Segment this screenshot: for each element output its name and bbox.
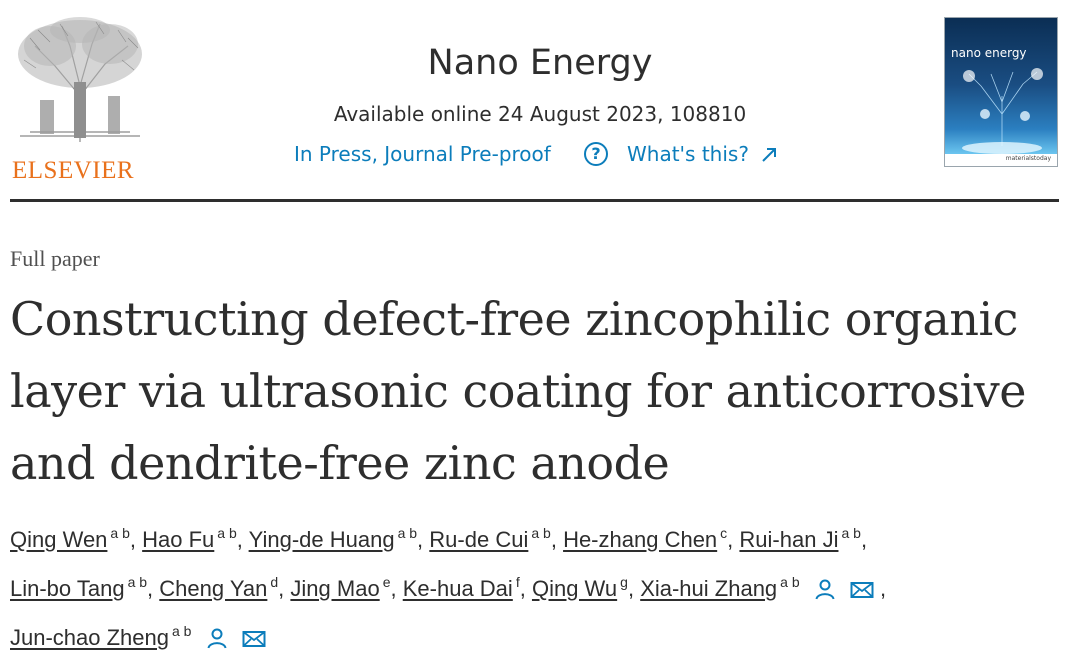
title-line: layer via ultrasonic coating for anticor… bbox=[10, 364, 1026, 418]
author-name-link[interactable]: Xia-hui Zhang bbox=[640, 576, 778, 601]
elsevier-tree-icon bbox=[18, 17, 142, 142]
whats-this-link[interactable]: What's this? bbox=[627, 142, 749, 166]
author-line: Lin-bo Tang a b, Cheng Yan d, Jing Mao e, K… bbox=[10, 561, 1070, 610]
author-entry: Lin-bo Tang a b bbox=[10, 574, 148, 601]
separator: , bbox=[550, 527, 557, 552]
title-line: Constructing defect-free zincophilic org… bbox=[10, 292, 1018, 346]
separator: , bbox=[129, 527, 137, 552]
affiliation-marker[interactable]: g bbox=[620, 574, 628, 590]
affiliation-marker[interactable]: a b bbox=[110, 525, 130, 541]
separator: , bbox=[519, 576, 526, 601]
separator: , bbox=[880, 576, 887, 601]
affiliation-marker[interactable]: a b bbox=[217, 525, 237, 541]
availability-line: Available online 24 August 2023, 108810 bbox=[333, 102, 747, 126]
mail-icon[interactable] bbox=[242, 629, 266, 649]
journal-title[interactable]: Nano Energy bbox=[427, 43, 653, 83]
author-entry: Xia-hui Zhang a b bbox=[640, 574, 880, 601]
mail-icon[interactable] bbox=[850, 580, 874, 600]
affiliation-marker[interactable]: a b bbox=[531, 525, 551, 541]
person-icon[interactable] bbox=[206, 627, 228, 649]
author-entry: Qing Wen a b bbox=[10, 525, 130, 552]
separator: , bbox=[278, 576, 285, 601]
author-entry: Jing Mao e bbox=[290, 574, 391, 601]
journal-cover[interactable]: nano energy materialstoday bbox=[944, 17, 1058, 167]
status-link[interactable]: In Press, Journal Pre-proof bbox=[294, 142, 551, 166]
article-type: Full paper bbox=[10, 246, 100, 271]
cover-tree-graphic bbox=[962, 68, 1043, 154]
article-title: Constructing defect-free zincophilic org… bbox=[10, 283, 1070, 499]
author-entry: He-zhang Chen c bbox=[563, 525, 728, 552]
author-name-link[interactable]: Ke-hua Dai bbox=[402, 576, 513, 601]
author-name-link[interactable]: Ru-de Cui bbox=[429, 527, 529, 552]
affiliation-marker[interactable]: a b bbox=[780, 574, 800, 590]
author-name-link[interactable]: Ying-de Huang bbox=[248, 527, 395, 552]
author-name-link[interactable]: Rui-han Ji bbox=[739, 527, 839, 552]
author-line: Qing Wen a b, Hao Fu a b, Ying-de Huang a b… bbox=[10, 512, 1070, 561]
author-name-link[interactable]: Lin-bo Tang bbox=[10, 576, 125, 601]
author-list: Qing Wen a b, Hao Fu a b, Ying-de Huang a b… bbox=[10, 512, 1070, 659]
affiliation-marker[interactable]: d bbox=[270, 574, 279, 590]
affiliation-marker[interactable]: f bbox=[515, 574, 520, 590]
separator: , bbox=[236, 527, 243, 552]
author-entry: Cheng Yan d bbox=[159, 574, 279, 601]
help-circle-icon[interactable]: ? bbox=[584, 142, 608, 166]
author-name-link[interactable]: Jing Mao bbox=[290, 576, 380, 601]
publisher-wordmark: ELSEVIER bbox=[12, 157, 135, 184]
separator: , bbox=[860, 527, 868, 552]
person-icon[interactable] bbox=[814, 578, 836, 600]
author-name-link[interactable]: He-zhang Chen bbox=[563, 527, 718, 552]
author-entry: Ru-de Cui a b bbox=[429, 525, 551, 552]
title-line: and dendrite-free zinc anode bbox=[10, 436, 670, 490]
author-name-link[interactable]: Hao Fu bbox=[142, 527, 215, 552]
author-name-link[interactable]: Qing Wu bbox=[531, 576, 618, 601]
affiliation-marker[interactable]: a b bbox=[397, 525, 418, 541]
separator: , bbox=[727, 527, 734, 552]
cover-title: nano energy bbox=[951, 46, 1027, 60]
affiliation-marker[interactable]: a b bbox=[172, 623, 192, 639]
author-entry: Rui-han Ji a b bbox=[739, 525, 861, 552]
cover-footer: materialstoday bbox=[945, 154, 1057, 166]
author-entry: Ying-de Huang a b bbox=[248, 525, 418, 552]
publisher-logo[interactable]: ELSEVIER bbox=[10, 16, 150, 183]
author-entry: Hao Fu a b bbox=[142, 525, 237, 552]
author-entry: Ke-hua Dai f bbox=[402, 574, 520, 601]
separator: , bbox=[417, 527, 424, 552]
separator: , bbox=[627, 576, 635, 601]
author-name-link[interactable]: Qing Wen bbox=[10, 527, 108, 552]
author-name-link[interactable]: Jun-chao Zheng bbox=[10, 625, 169, 650]
author-name-link[interactable]: Cheng Yan bbox=[159, 576, 268, 601]
affiliation-marker[interactable]: e bbox=[382, 574, 391, 590]
author-entry: Jun-chao Zheng a b bbox=[10, 623, 266, 650]
header-divider bbox=[10, 199, 1059, 202]
separator: , bbox=[390, 576, 397, 601]
author-line: Jun-chao Zheng a b bbox=[10, 610, 1070, 659]
affiliation-marker[interactable]: a b bbox=[127, 574, 148, 590]
author-entry: Qing Wu g bbox=[531, 574, 628, 601]
affiliation-marker[interactable]: c bbox=[720, 525, 728, 541]
separator: , bbox=[147, 576, 154, 601]
affiliation-marker[interactable]: a b bbox=[841, 525, 861, 541]
external-link-icon[interactable] bbox=[760, 146, 778, 164]
